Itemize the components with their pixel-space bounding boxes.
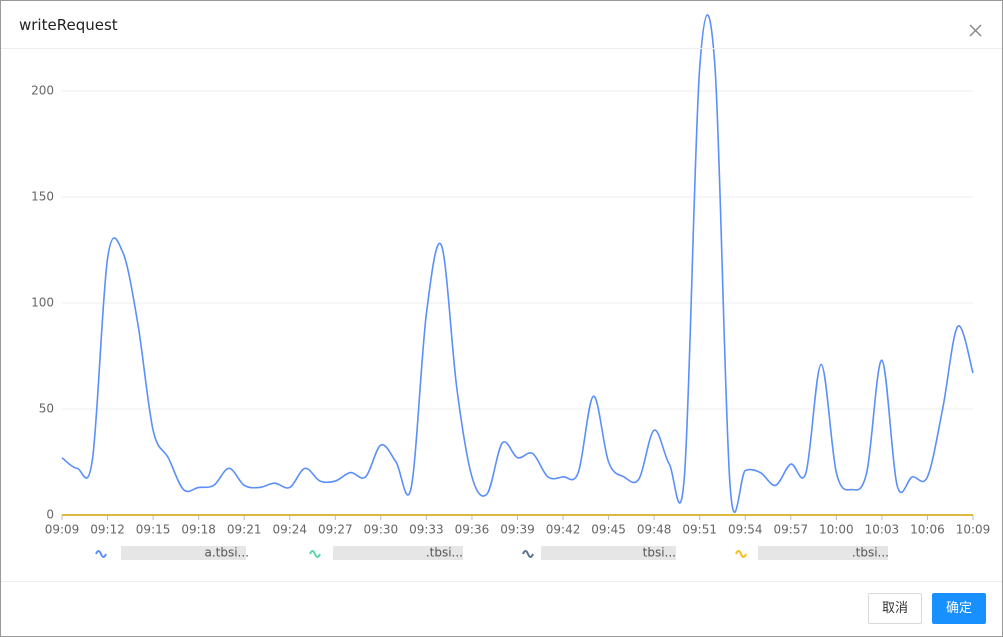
divider xyxy=(1,581,1002,582)
y-tick-label: 100 xyxy=(31,296,54,310)
x-tick-label: 10:06 xyxy=(910,523,945,537)
y-tick-label: 0 xyxy=(46,508,54,522)
x-tick-label: 10:03 xyxy=(865,523,900,537)
dialog-title: writeRequest xyxy=(19,16,118,34)
x-tick-label: 09:30 xyxy=(364,523,399,537)
legend-icon xyxy=(735,550,747,558)
x-tick-label: 09:39 xyxy=(500,523,535,537)
x-tick-label: 09:33 xyxy=(409,523,444,537)
x-tick-label: 09:09 xyxy=(45,523,80,537)
x-tick-label: 09:45 xyxy=(591,523,626,537)
legend-icon xyxy=(309,550,321,558)
x-tick-label: 09:57 xyxy=(774,523,809,537)
x-tick-label: 09:15 xyxy=(136,523,171,537)
x-tick-label: 09:36 xyxy=(455,523,490,537)
series-line xyxy=(61,14,974,514)
legend-blur xyxy=(121,546,888,560)
legend-label: a.tbsi... xyxy=(204,546,249,560)
y-tick-label: 50 xyxy=(39,402,54,416)
x-tick-label: 09:48 xyxy=(637,523,672,537)
x-tick-label: 09:21 xyxy=(227,523,262,537)
x-tick-label: 09:27 xyxy=(318,523,353,537)
x-tick-label: 09:54 xyxy=(728,523,763,537)
ok-button[interactable]: 确定 xyxy=(932,593,986,624)
divider xyxy=(1,48,1002,49)
y-tick-label: 200 xyxy=(31,84,54,98)
legend-icon xyxy=(522,550,534,558)
x-tick-label: 09:42 xyxy=(546,523,581,537)
x-tick-label: 09:24 xyxy=(272,523,307,537)
y-tick-label: 150 xyxy=(31,190,54,204)
x-tick-label: 09:51 xyxy=(682,523,717,537)
legend-label: .tbsi... xyxy=(852,546,889,560)
x-tick-label: 09:12 xyxy=(90,523,125,537)
legend-icon xyxy=(95,550,107,558)
legend-label: .tbsi... xyxy=(426,546,463,560)
x-tick-label: 10:00 xyxy=(819,523,854,537)
cancel-button[interactable]: 取消 xyxy=(868,593,922,624)
x-tick-label: 10:09 xyxy=(956,523,991,537)
close-icon[interactable] xyxy=(969,24,982,37)
legend-label: tbsi... xyxy=(643,546,676,560)
x-tick-label: 09:18 xyxy=(181,523,216,537)
